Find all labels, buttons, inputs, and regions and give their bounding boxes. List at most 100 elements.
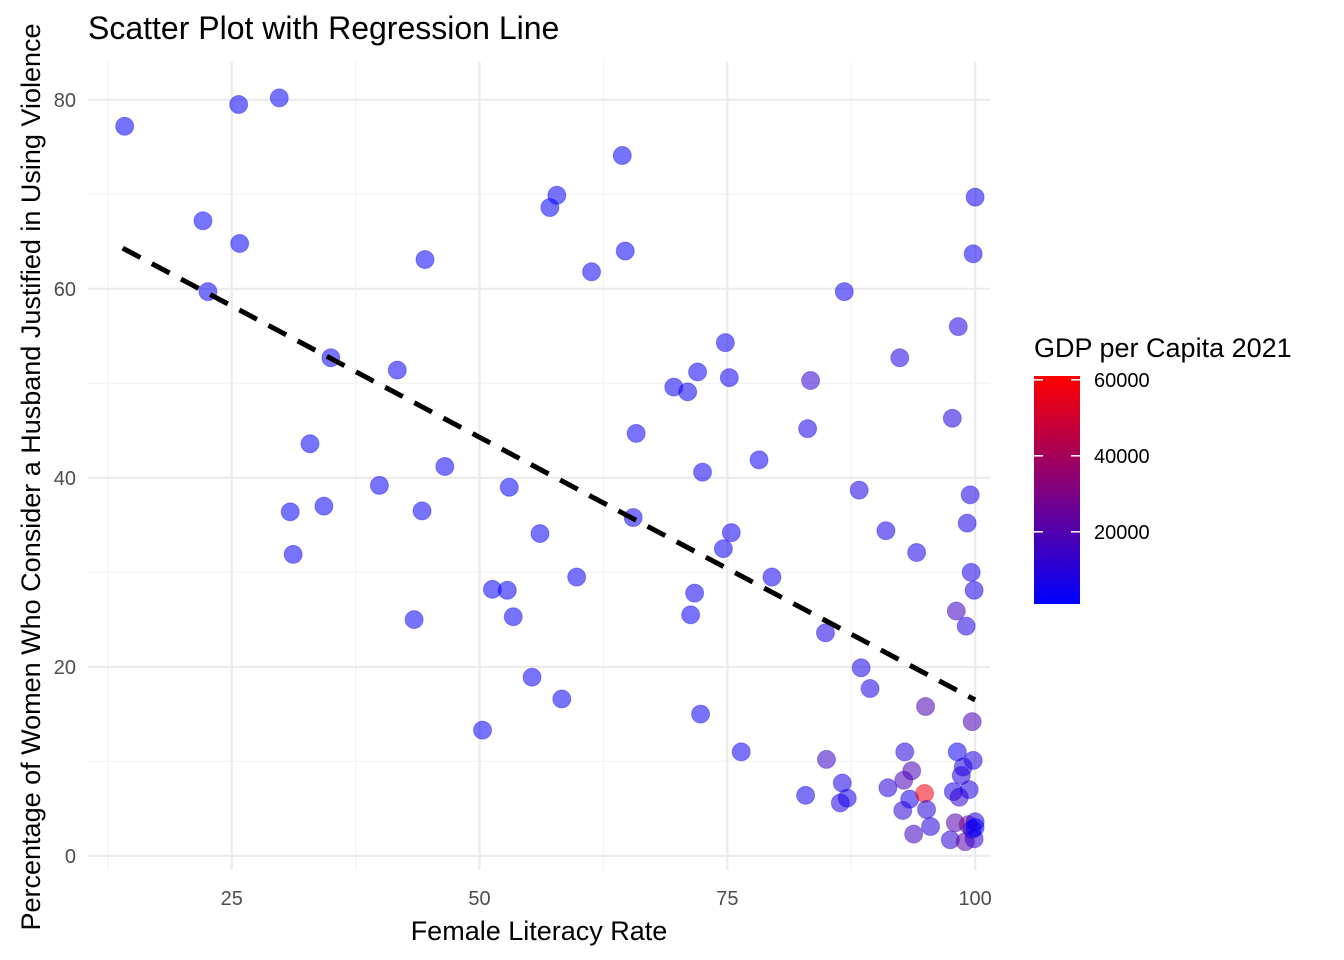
- data-point: [964, 580, 984, 600]
- y-tick-label: 20: [54, 657, 76, 679]
- data-point: [915, 783, 935, 803]
- data-point: [626, 423, 646, 443]
- data-point: [948, 317, 968, 337]
- y-axis-title: Percentage of Women Who Consider a Husba…: [16, 23, 46, 930]
- data-point: [691, 704, 711, 724]
- y-tick-label: 0: [65, 846, 76, 868]
- data-point: [681, 605, 701, 625]
- data-point: [960, 485, 980, 505]
- data-point: [816, 749, 836, 769]
- x-tick-label: 100: [958, 888, 991, 910]
- data-point: [942, 408, 962, 428]
- data-point: [280, 502, 300, 522]
- data-point: [957, 513, 977, 533]
- y-tick-label: 40: [54, 468, 76, 490]
- data-point: [961, 562, 981, 582]
- data-point: [314, 496, 334, 516]
- data-point: [849, 480, 869, 500]
- x-axis-title: Female Literacy Rate: [411, 916, 668, 946]
- data-point: [499, 477, 519, 497]
- data-point: [582, 262, 602, 282]
- legend-title: GDP per Capita 2021: [1034, 333, 1292, 363]
- data-point: [731, 742, 751, 762]
- data-point: [193, 211, 213, 231]
- data-point: [387, 360, 407, 380]
- data-point: [567, 567, 587, 587]
- regression-line-group: [121, 245, 977, 703]
- data-points: [115, 88, 985, 852]
- data-point: [547, 185, 567, 205]
- legend: GDP per Capita 2021 20000 40000 60000: [1034, 333, 1292, 604]
- data-point: [917, 800, 937, 820]
- data-point: [522, 667, 542, 687]
- data-point: [230, 233, 250, 253]
- data-point: [719, 368, 739, 388]
- data-point: [435, 456, 455, 476]
- legend-colorbar: [1034, 376, 1080, 604]
- y-tick-label: 60: [54, 279, 76, 301]
- data-point: [959, 780, 979, 800]
- data-point: [721, 523, 741, 543]
- data-point: [412, 501, 432, 521]
- data-point: [229, 95, 249, 115]
- data-point: [963, 750, 983, 770]
- data-point: [860, 679, 880, 699]
- data-point: [713, 539, 733, 559]
- data-point: [963, 244, 983, 264]
- x-axis-ticks: 25 50 75 100: [221, 888, 992, 910]
- data-point: [283, 544, 303, 564]
- data-point: [473, 720, 493, 740]
- legend-tick-label: 20000: [1094, 522, 1150, 544]
- data-point: [851, 658, 871, 678]
- data-point: [902, 761, 922, 781]
- data-point: [612, 146, 632, 166]
- x-tick-label: 75: [716, 888, 738, 910]
- data-point: [890, 348, 910, 368]
- data-point: [946, 601, 966, 621]
- y-tick-label: 80: [54, 90, 76, 112]
- data-point: [837, 788, 857, 808]
- data-point: [798, 419, 818, 439]
- data-point: [685, 583, 705, 603]
- data-point: [956, 616, 976, 636]
- x-tick-label: 25: [221, 888, 243, 910]
- data-point: [965, 187, 985, 207]
- data-point: [678, 382, 698, 402]
- data-point: [415, 250, 435, 270]
- data-point: [895, 742, 915, 762]
- data-point: [300, 434, 320, 454]
- data-point: [907, 542, 927, 562]
- data-point: [749, 450, 769, 470]
- data-point: [834, 282, 854, 302]
- data-point: [796, 785, 816, 805]
- data-point: [530, 524, 550, 544]
- data-point: [688, 362, 708, 382]
- x-tick-label: 50: [468, 888, 490, 910]
- data-point: [369, 475, 389, 495]
- data-point: [693, 462, 713, 482]
- legend-tick-label: 60000: [1094, 370, 1150, 392]
- data-point: [815, 623, 835, 643]
- data-point: [115, 116, 135, 136]
- data-point: [715, 333, 735, 353]
- regression-line: [121, 245, 977, 703]
- data-point: [497, 580, 517, 600]
- data-point: [404, 610, 424, 630]
- data-point: [916, 697, 936, 717]
- data-point: [762, 567, 782, 587]
- legend-tick-label: 40000: [1094, 446, 1150, 468]
- legend-ticks: 20000 40000 60000: [1034, 370, 1150, 544]
- data-point: [552, 689, 572, 709]
- data-point: [876, 521, 896, 541]
- data-point: [878, 778, 898, 798]
- data-point: [962, 712, 982, 732]
- data-point: [904, 824, 924, 844]
- data-point: [615, 241, 635, 261]
- data-point: [965, 817, 985, 837]
- data-point: [801, 370, 821, 390]
- chart-title: Scatter Plot with Regression Line: [88, 10, 559, 46]
- data-point: [503, 607, 523, 627]
- data-point: [269, 88, 289, 108]
- data-point: [921, 817, 941, 837]
